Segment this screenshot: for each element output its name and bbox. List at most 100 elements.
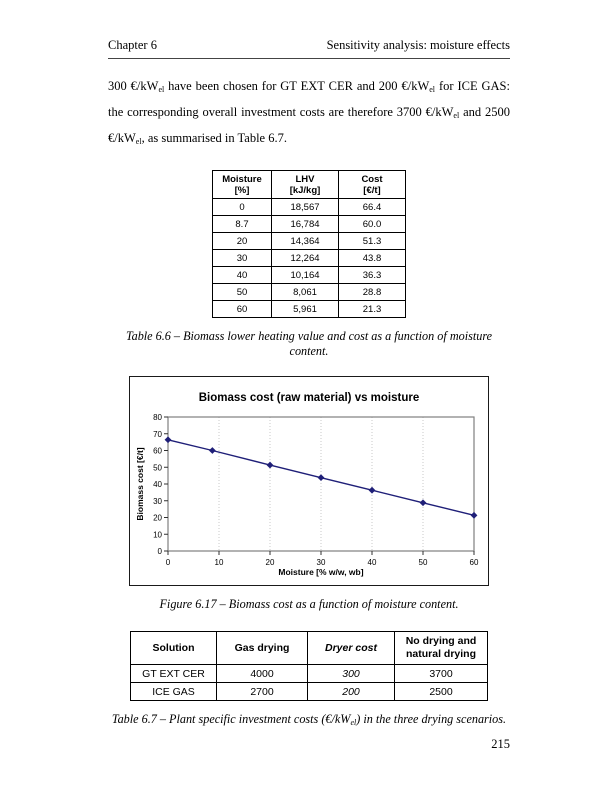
table-cell: 200 [307,682,395,701]
table-header-row: Solution Gas drying Dryer cost No drying… [130,631,488,665]
table-cell: 50 [212,283,272,301]
table-row: GT EXT CER 4000 300 3700 [130,664,488,683]
table-cell: 2500 [394,682,488,701]
svg-text:Biomass cost (raw material) vs: Biomass cost (raw material) vs moisture [199,392,420,404]
header-line: No drying and [405,635,477,647]
body-paragraph: 300 €/kWel have been chosen for GT EXT C… [108,75,510,153]
chart-canvas: 0 10 20 30 40 50 60 0 10 20 30 40 50 60 70 80 Biomass co… [135,392,479,577]
paragraph-text: for ICE GAS: the corresponding overall i… [108,79,510,119]
column-header-no-drying: No drying and natural drying [394,631,488,665]
table-row: 40 10,164 36.3 [212,266,406,284]
table-cell: 300 [307,664,395,683]
header-section-title: Sensitivity analysis: moisture effects [326,38,510,52]
table-cell: 16,784 [271,215,339,233]
svg-text:80: 80 [153,413,162,422]
header-line: Dryer cost [325,641,377,654]
caption-text: Table 6.7 – Plant specific investment co… [111,712,351,726]
table-cell: 3700 [394,664,488,683]
table-cell: 20 [212,232,272,250]
column-header-cost: Cost [€/t] [338,170,406,199]
subscript-el: el [158,85,165,94]
table-cell: 60 [212,300,272,318]
svg-text:30: 30 [153,497,162,506]
svg-text:50: 50 [419,558,428,567]
svg-text:60: 60 [153,447,162,456]
table-cell: 28.8 [338,283,406,301]
table-cell: 66.4 [338,198,406,216]
table-cell: 18,567 [271,198,339,216]
svg-text:30: 30 [317,558,326,567]
svg-text:50: 50 [153,463,162,472]
page-number: 215 [491,737,510,751]
table-row: 50 8,061 28.8 [212,283,406,301]
table-cell: 12,264 [271,249,339,267]
header-line: natural drying [405,648,476,660]
svg-text:0: 0 [158,547,163,556]
header-line: Moisture [222,173,262,185]
table-cell: 14,364 [271,232,339,250]
svg-text:Biomass cost [€/t]: Biomass cost [€/t] [135,447,145,520]
table-cell: 2700 [216,682,308,701]
table-cell: 8,061 [271,283,339,301]
paragraph-text: and 2500 €/kW [108,105,510,145]
paragraph-text: have been chosen for GT EXT CER and 200 … [164,79,430,93]
svg-text:40: 40 [153,480,162,489]
header-line: Solution [152,641,195,654]
column-header-lhv: LHV [kJ/kg] [271,170,339,199]
header-line: Cost [361,173,383,185]
table-cell: 30 [212,249,272,267]
table-cell: 43.8 [338,249,406,267]
header-line: [%] [234,184,250,196]
header-chapter: Chapter 6 [108,38,157,52]
table-6-7-caption: Table 6.7 – Plant specific investment co… [108,712,510,730]
column-header-solution: Solution [130,631,217,665]
header-line: [kJ/kg] [289,184,321,196]
svg-text:10: 10 [153,530,162,539]
table-row: 0 18,567 66.4 [212,198,406,216]
table-cell: 0 [212,198,272,216]
column-header-dryer-cost: Dryer cost [307,631,395,665]
table-cell: 10,164 [271,266,339,284]
page-header: Chapter 6 Sensitivity analysis: moisture… [108,38,510,59]
table-cell: GT EXT CER [130,664,217,683]
svg-text:20: 20 [153,514,162,523]
subscript-el: el [429,85,436,94]
paragraph-text: , as summarised in Table 6.7. [141,131,287,145]
table-row: 8.7 16,784 60.0 [212,215,406,233]
subscript-el: el [453,111,460,120]
table-header-row: Moisture [%] LHV [kJ/kg] Cost [€/t] [212,170,406,199]
svg-text:10: 10 [215,558,224,567]
table-cell: 40 [212,266,272,284]
header-line: LHV [295,173,315,185]
column-header-gas-drying: Gas drying [216,631,308,665]
svg-text:70: 70 [153,430,162,439]
table-cell: 5,961 [271,300,339,318]
table-cell: 8.7 [212,215,272,233]
table-cell: ICE GAS [130,682,217,701]
svg-text:60: 60 [470,558,479,567]
header-line: Gas drying [234,641,290,654]
table-cell: 21.3 [338,300,406,318]
table-6-7: Solution Gas drying Dryer cost No drying… [130,631,488,701]
table-cell: 60.0 [338,215,406,233]
biomass-cost-chart: 0 10 20 30 40 50 60 0 10 20 30 40 50 60 70 80 Biomass co… [129,376,489,586]
table-row: 20 14,364 51.3 [212,232,406,250]
subscript-el: el [135,137,142,146]
svg-text:20: 20 [266,558,275,567]
paragraph-text: 300 €/kW [108,79,159,93]
table-row: ICE GAS 2700 200 2500 [130,682,488,701]
subscript-el: el [350,718,357,727]
table-6-6: Moisture [%] LHV [kJ/kg] Cost [€/t] 0 18,567… [212,170,406,318]
caption-text: ) in the three drying scenarios. [356,712,507,726]
table-cell: 4000 [216,664,308,683]
svg-text:Moisture [% w/w, wb]: Moisture [% w/w, wb] [278,567,363,577]
table-cell: 51.3 [338,232,406,250]
table-row: 30 12,264 43.8 [212,249,406,267]
table-row: 60 5,961 21.3 [212,300,406,318]
figure-6-17-caption: Figure 6.17 – Biomass cost as a function… [159,597,459,611]
svg-text:40: 40 [368,558,377,567]
table-6-6-caption: Table 6.6 – Biomass lower heating value … [125,329,493,358]
column-header-moisture: Moisture [%] [212,170,272,199]
svg-text:0: 0 [166,558,171,567]
